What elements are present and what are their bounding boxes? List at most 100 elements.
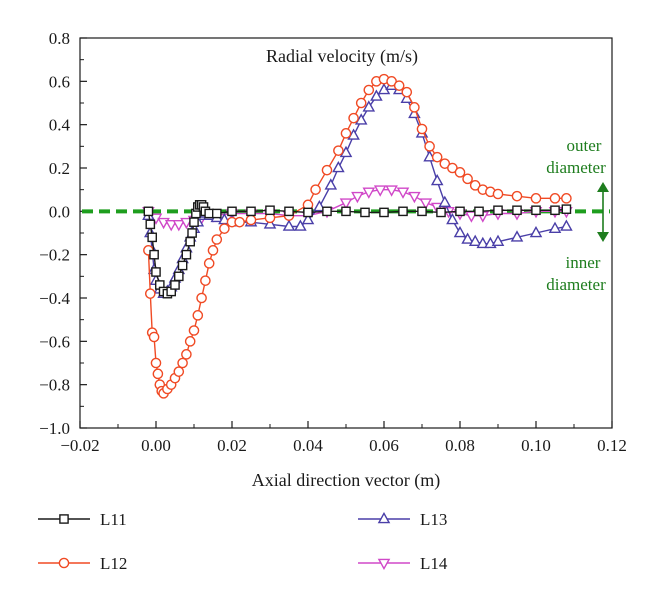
data-point-l11 xyxy=(173,271,184,282)
x-tick-label: 0.02 xyxy=(217,436,247,455)
data-point-l11 xyxy=(341,206,351,217)
data-point-l12 xyxy=(184,336,196,347)
data-point-l12 xyxy=(424,141,435,152)
series-line-l12 xyxy=(147,78,567,395)
data-point-l11 xyxy=(303,207,313,218)
data-point-l12 xyxy=(177,357,188,369)
data-point-l11 xyxy=(322,206,332,217)
data-point-l14 xyxy=(339,198,353,210)
data-point-l13 xyxy=(476,236,490,249)
data-point-l12 xyxy=(181,349,192,360)
data-point-l11 xyxy=(246,206,256,217)
data-point-l11 xyxy=(151,267,161,277)
legend-label: L11 xyxy=(100,510,127,529)
data-point-l13 xyxy=(430,173,444,186)
data-point-l12 xyxy=(333,145,344,156)
data-point-l13 xyxy=(510,230,524,242)
data-point-l12 xyxy=(431,151,443,163)
x-tick-label: −0.02 xyxy=(60,436,99,455)
data-point-l13 xyxy=(370,89,383,101)
legend-item-l11: L11 xyxy=(38,510,127,529)
legend-marker xyxy=(377,511,391,524)
data-point-l13 xyxy=(548,221,562,233)
data-point-l12 xyxy=(348,112,359,124)
data-point-l12 xyxy=(549,193,561,204)
y-tick-label: 0.0 xyxy=(49,202,70,221)
data-point-l12 xyxy=(462,173,473,185)
inner-annotation-line2: diameter xyxy=(546,275,606,294)
data-point-l11 xyxy=(189,217,199,227)
data-point-l13 xyxy=(529,225,543,238)
data-point-l11 xyxy=(474,206,484,217)
data-point-l13 xyxy=(461,232,474,244)
data-point-l13 xyxy=(332,160,345,173)
data-point-l11 xyxy=(493,205,503,216)
data-point-l13 xyxy=(301,212,315,225)
data-point-l13 xyxy=(491,234,505,246)
data-point-l11 xyxy=(436,207,446,218)
data-point-l12 xyxy=(148,331,160,343)
data-point-l11 xyxy=(455,206,465,217)
data-point-l12 xyxy=(200,275,211,286)
legend-item-l12: L12 xyxy=(38,554,127,573)
data-point-l11 xyxy=(149,249,159,260)
data-point-l11 xyxy=(181,249,192,260)
data-point-l13 xyxy=(560,219,573,231)
data-point-l11 xyxy=(360,207,370,218)
data-point-l12 xyxy=(211,234,223,245)
legend-marker xyxy=(59,514,69,524)
data-point-l12 xyxy=(144,288,156,299)
x-tick-label: 0.10 xyxy=(521,436,551,455)
plot-frame xyxy=(79,37,613,429)
data-point-l11 xyxy=(227,206,237,217)
data-point-l11 xyxy=(284,206,294,217)
legend: L11 L12 L13 L14 xyxy=(38,510,448,573)
data-point-l12 xyxy=(207,245,219,256)
data-point-l11 xyxy=(265,205,275,216)
data-point-l12 xyxy=(192,310,204,321)
data-point-l11 xyxy=(561,204,572,214)
x-axis-label: Axial direction vector (m) xyxy=(252,470,440,491)
data-point-l14 xyxy=(419,198,433,210)
series-layer xyxy=(142,73,573,399)
data-point-l11 xyxy=(143,206,154,217)
series-l12 xyxy=(143,73,572,399)
data-point-l11 xyxy=(512,205,522,216)
data-point-l13 xyxy=(446,212,459,225)
y-tick-label: −1.0 xyxy=(39,419,70,438)
data-point-l12 xyxy=(310,184,321,195)
data-point-l11 xyxy=(147,232,158,243)
data-point-l11 xyxy=(211,208,222,219)
data-point-l13 xyxy=(324,178,338,190)
data-point-l12 xyxy=(152,368,164,380)
data-point-l12 xyxy=(363,84,375,96)
x-tick-label: 0.04 xyxy=(293,436,323,455)
chart-title: Radial velocity (m/s) xyxy=(266,46,418,67)
series-l11 xyxy=(143,200,572,299)
data-point-l12 xyxy=(188,325,200,336)
data-point-l14 xyxy=(351,191,364,204)
data-point-l14 xyxy=(172,220,186,232)
data-point-l13 xyxy=(438,195,452,207)
data-point-l13 xyxy=(468,234,482,246)
data-point-l12 xyxy=(393,80,405,91)
legend-item-l14: L14 xyxy=(358,554,448,573)
data-point-l12 xyxy=(150,357,162,369)
data-point-l13 xyxy=(263,217,277,229)
data-point-l13 xyxy=(362,100,376,112)
data-point-l14 xyxy=(385,185,398,197)
data-point-l12 xyxy=(401,86,413,98)
outer-annotation-line2: diameter xyxy=(546,158,606,177)
data-point-l13 xyxy=(453,225,467,238)
data-point-l11 xyxy=(379,207,389,218)
data-point-l12 xyxy=(530,193,542,204)
y-tick-label: −0.8 xyxy=(39,376,70,395)
data-point-l11 xyxy=(185,236,196,247)
data-point-l14 xyxy=(408,191,421,204)
data-point-l14 xyxy=(465,211,478,223)
y-tick-label: −0.2 xyxy=(39,246,70,265)
data-point-l12 xyxy=(196,292,207,304)
data-point-l12 xyxy=(203,258,215,269)
legend-marker xyxy=(58,557,70,569)
